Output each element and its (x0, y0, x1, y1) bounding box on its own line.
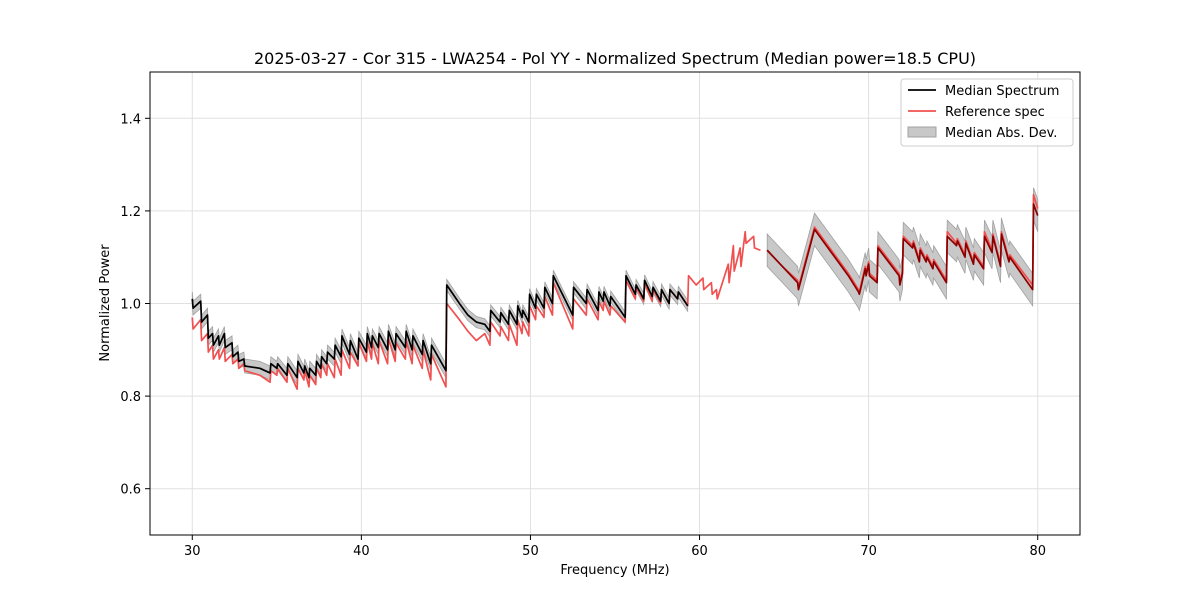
legend-median-label: Median Spectrum (945, 84, 1059, 99)
legend-band-label: Median Abs. Dev. (945, 126, 1057, 141)
legend-reference-label: Reference spec (945, 105, 1045, 120)
legend-frame (900, 78, 1074, 147)
median-spectrum-series (191, 203, 1039, 379)
y-axis-ticks: 0.6 0.8 1.0 1.2 1.4 (120, 112, 150, 498)
x-tick-label: 60 (691, 544, 708, 559)
x-tick-label: 80 (1029, 544, 1046, 559)
x-tick-label: 70 (860, 544, 877, 559)
y-tick-label: 1.4 (120, 112, 141, 127)
y-axis-label: Normalized Power (98, 244, 113, 362)
y-tick-label: 0.6 (120, 483, 141, 498)
mad-band-segment (766, 187, 1039, 312)
x-tick-label: 50 (522, 544, 539, 559)
x-tick-label: 30 (184, 544, 201, 559)
y-tick-label: 1.0 (120, 298, 141, 313)
x-axis-label: Frequency (MHz) (560, 563, 669, 578)
chart-title: 2025-03-27 - Cor 315 - LWA254 - Pol YY -… (254, 49, 976, 68)
x-tick-label: 40 (353, 544, 370, 559)
median-spectrum-line (191, 274, 689, 379)
y-tick-label: 1.2 (120, 205, 141, 220)
y-tick-label: 0.8 (120, 390, 141, 405)
x-axis-ticks: 30 40 50 60 70 80 (184, 535, 1046, 559)
median-spectrum-line (766, 203, 1039, 296)
legend: Median Spectrum Reference spec Median Ab… (900, 78, 1074, 147)
legend-band-swatch (907, 126, 937, 138)
